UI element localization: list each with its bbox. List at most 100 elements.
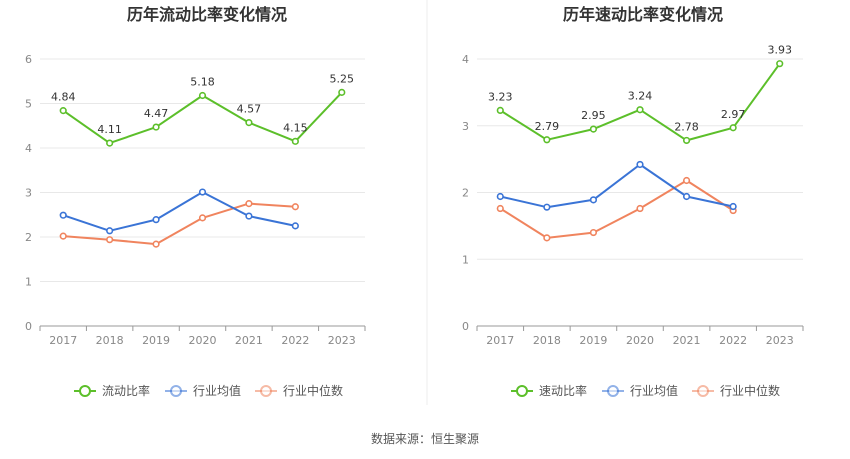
legend-marker — [79, 385, 91, 397]
series-line — [62, 191, 296, 232]
legend-label: 行业均值 — [193, 383, 241, 398]
data-point — [338, 88, 346, 96]
data-point — [291, 137, 299, 145]
data-point — [729, 124, 737, 132]
data-label: 2.78 — [674, 120, 699, 133]
legend-item: 流动比率 — [74, 383, 150, 398]
data-point — [496, 204, 504, 213]
data-label: 5.18 — [190, 75, 215, 88]
series-行业均值 — [59, 188, 299, 235]
y-tick-label: 5 — [25, 98, 32, 111]
legend-marker — [516, 385, 528, 397]
data-label: 2.97 — [721, 108, 746, 121]
data-label: 3.23 — [488, 90, 513, 103]
data-point — [496, 192, 504, 201]
data-point — [291, 203, 299, 211]
x-tick-label: 2021 — [235, 334, 263, 347]
data-source-label: 数据来源：恒生聚源 — [371, 431, 479, 446]
data-label: 4.15 — [283, 121, 308, 134]
data-point — [636, 204, 644, 213]
data-point — [682, 176, 691, 185]
quick-ratio-chart: 历年速动比率变化情况 0 1 2 3 4 2017 2018 2019 2020 2021 2022… — [462, 5, 804, 398]
y-tick-label: 4 — [462, 53, 469, 66]
data-point — [152, 240, 160, 248]
y-tick-label: 2 — [462, 187, 469, 200]
data-point — [543, 203, 551, 211]
series-line — [500, 163, 734, 209]
data-point — [245, 119, 253, 127]
current-ratio-chart: 历年流动比率变化情况 0 1 2 3 4 5 6 2017 2018 2019 2020 2021 20… — [25, 5, 366, 398]
legend-label: 行业中位数 — [720, 383, 780, 398]
data-point — [543, 136, 551, 144]
data-point — [682, 192, 691, 201]
series-行业均值 — [496, 160, 737, 211]
legend-label: 流动比率 — [102, 383, 150, 398]
x-tick-label: 2023 — [328, 334, 356, 347]
data-point — [198, 188, 207, 196]
y-tick-label: 4 — [25, 142, 32, 155]
x-tick-label: 2019 — [579, 334, 607, 347]
data-point — [589, 125, 598, 133]
series-流动比率: 4.84 4.11 4.47 5.18 4.57 4.15 5.25 — [51, 72, 355, 147]
data-label: 5.25 — [330, 72, 355, 85]
data-point — [245, 212, 253, 220]
legend-label: 行业均值 — [630, 383, 678, 398]
data-point — [589, 228, 598, 237]
chart-title: 历年速动比率变化情况 — [563, 5, 723, 24]
data-point — [636, 106, 644, 114]
y-tick-label: 2 — [25, 231, 32, 244]
data-label: 3.93 — [767, 44, 792, 57]
y-tick-label: 3 — [462, 120, 469, 133]
series-line — [499, 179, 734, 239]
data-point — [106, 236, 114, 244]
data-point — [59, 107, 67, 115]
data-label: 4.57 — [237, 103, 262, 116]
data-label: 2.79 — [535, 120, 560, 133]
x-tick-label: 2017 — [486, 334, 514, 347]
data-point — [776, 60, 784, 68]
x-tick-label: 2019 — [142, 334, 170, 347]
data-point — [106, 139, 114, 147]
x-tick-label: 2022 — [719, 334, 747, 347]
series-line — [63, 202, 296, 246]
data-point — [291, 222, 299, 230]
x-tick-label: 2023 — [766, 334, 794, 347]
y-tick-label: 3 — [25, 187, 32, 200]
series-速动比率: 3.23 2.79 2.95 3.24 2.78 2.97 3.93 — [488, 44, 792, 145]
data-point — [198, 214, 207, 222]
legend-item: 行业均值 — [165, 383, 241, 398]
y-tick-label: 1 — [25, 276, 32, 289]
y-tick-label: 1 — [462, 253, 469, 266]
data-point — [59, 232, 67, 240]
legend-marker — [260, 385, 272, 397]
y-tick-label: 6 — [25, 53, 32, 66]
data-point — [59, 211, 67, 219]
data-label: 4.47 — [144, 107, 169, 120]
series-行业中位数 — [496, 176, 737, 242]
data-point — [152, 123, 160, 131]
data-point — [496, 106, 504, 114]
x-tick-label: 2020 — [189, 334, 217, 347]
data-label: 2.95 — [581, 109, 606, 122]
data-point — [543, 234, 551, 242]
x-tick-label: 2022 — [281, 334, 309, 347]
legend-item: 速动比率 — [511, 383, 587, 398]
data-point — [198, 91, 207, 100]
legend-item: 行业均值 — [602, 383, 678, 398]
data-point — [106, 227, 114, 235]
x-tick-label: 2018 — [533, 334, 561, 347]
data-point — [636, 160, 644, 169]
y-tick-label: 0 — [462, 320, 469, 333]
data-point — [682, 136, 691, 145]
x-tick-label: 2020 — [626, 334, 654, 347]
data-point — [152, 216, 160, 224]
legend-label: 速动比率 — [539, 383, 587, 398]
data-point — [729, 202, 737, 211]
chart-title: 历年流动比率变化情况 — [127, 5, 287, 24]
data-label: 4.11 — [97, 123, 122, 136]
legend-marker — [697, 385, 709, 397]
legend-marker — [170, 385, 182, 397]
data-label: 4.84 — [51, 91, 76, 104]
